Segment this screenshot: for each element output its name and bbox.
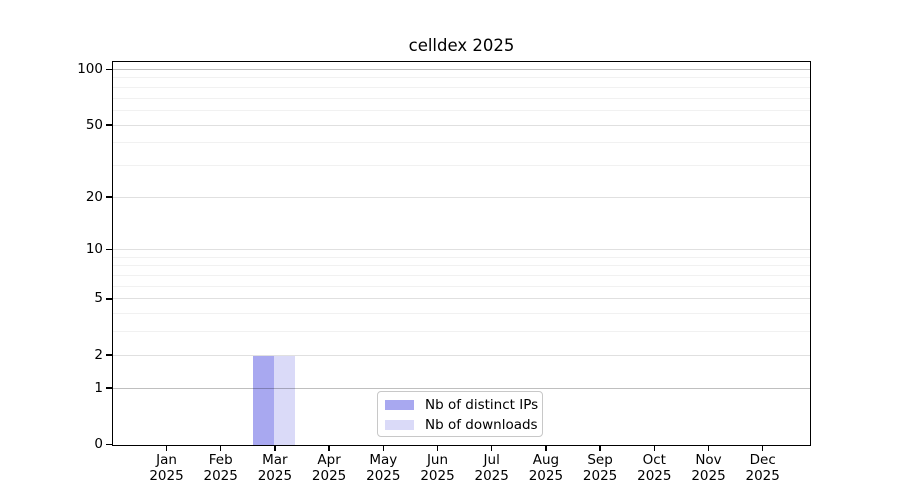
y-axis-tick bbox=[106, 298, 112, 300]
x-axis-label: Feb 2025 bbox=[191, 452, 251, 484]
x-axis-label: Apr 2025 bbox=[299, 452, 359, 484]
gridline-minor bbox=[113, 142, 810, 144]
gridline-minor bbox=[113, 109, 810, 111]
gridline-major bbox=[113, 124, 810, 126]
legend-item-downloads: Nb of downloads bbox=[385, 415, 542, 435]
gridline-minor bbox=[113, 86, 810, 88]
plot-area: Nb of distinct IPs Nb of downloads bbox=[112, 61, 811, 446]
x-axis-year: 2025 bbox=[528, 468, 564, 484]
y-axis-tick bbox=[106, 354, 112, 356]
legend-swatch-distinct-ips bbox=[385, 400, 414, 410]
x-axis-year: 2025 bbox=[474, 468, 509, 484]
y-axis-tick bbox=[106, 387, 112, 389]
x-axis-year: 2025 bbox=[582, 468, 618, 484]
legend-item-distinct-ips: Nb of distinct IPs bbox=[385, 395, 542, 415]
x-axis-tick bbox=[328, 446, 330, 451]
x-axis-year: 2025 bbox=[149, 468, 184, 484]
x-axis-label: Mar 2025 bbox=[245, 452, 305, 484]
y-axis-label: 0 bbox=[94, 436, 103, 452]
x-axis-month: Jun bbox=[426, 452, 449, 468]
bar-mar-downloads bbox=[273, 355, 295, 445]
x-axis-tick bbox=[599, 446, 601, 451]
y-axis-tick bbox=[106, 68, 112, 71]
gridline-minor bbox=[113, 97, 810, 99]
gridline-minor bbox=[113, 275, 810, 277]
y-axis-label: 50 bbox=[85, 116, 103, 133]
x-axis-month: Mar bbox=[262, 452, 288, 468]
x-axis-month: Apr bbox=[317, 452, 341, 468]
x-axis-month: Dec bbox=[749, 452, 776, 468]
x-axis-tick bbox=[653, 446, 656, 451]
gridline-minor bbox=[113, 265, 810, 267]
x-axis-label: Oct 2025 bbox=[624, 452, 684, 484]
y-axis-label: 5 bbox=[94, 290, 103, 307]
x-axis-month: Oct bbox=[642, 452, 666, 468]
legend-label-distinct-ips: Nb of distinct IPs bbox=[425, 397, 539, 413]
y-axis-label: 1 bbox=[94, 379, 103, 396]
x-axis-label: Nov 2025 bbox=[679, 452, 739, 484]
x-axis-year: 2025 bbox=[257, 468, 293, 484]
gridline-minor bbox=[113, 313, 810, 315]
x-axis-month: Nov bbox=[695, 452, 722, 468]
gridline-major bbox=[113, 196, 810, 198]
x-axis-year: 2025 bbox=[366, 468, 401, 484]
y-axis-label: 20 bbox=[85, 188, 103, 205]
x-axis-year: 2025 bbox=[203, 468, 238, 484]
gridline-minor bbox=[113, 285, 810, 287]
x-axis-tick bbox=[382, 446, 385, 451]
x-axis-label: Dec 2025 bbox=[733, 452, 793, 484]
gridline-major bbox=[113, 69, 810, 70]
y-axis-tick bbox=[106, 196, 112, 198]
x-axis-label: Jun 2025 bbox=[408, 452, 468, 484]
x-axis-tick bbox=[761, 446, 764, 451]
y-axis-tick bbox=[106, 124, 112, 126]
x-axis-year: 2025 bbox=[745, 468, 780, 484]
x-axis-month: Jan bbox=[156, 452, 177, 468]
legend-label-downloads: Nb of downloads bbox=[425, 417, 538, 433]
legend-swatch-downloads bbox=[385, 420, 414, 430]
legend: Nb of distinct IPs Nb of downloads bbox=[377, 391, 543, 437]
gridline-major bbox=[113, 298, 810, 300]
x-axis-tick bbox=[219, 446, 222, 451]
x-axis-month: Jul bbox=[483, 452, 500, 468]
x-axis-month: Feb bbox=[208, 452, 233, 468]
bar-mar-distinct-ips bbox=[252, 355, 274, 445]
x-axis-month: Sep bbox=[587, 452, 613, 468]
x-axis-year: 2025 bbox=[311, 468, 347, 484]
y-axis-tick bbox=[106, 443, 112, 446]
x-axis-label: Aug 2025 bbox=[516, 452, 576, 484]
gridline-minor bbox=[113, 331, 810, 333]
x-axis-year: 2025 bbox=[691, 468, 726, 484]
x-axis-year: 2025 bbox=[637, 468, 672, 484]
gridline-major bbox=[113, 387, 810, 389]
x-axis-tick bbox=[490, 446, 493, 451]
x-axis-year: 2025 bbox=[420, 468, 455, 484]
x-axis-tick bbox=[274, 446, 276, 451]
y-axis-label: 2 bbox=[94, 346, 103, 363]
y-axis-tick bbox=[106, 248, 112, 251]
x-axis-month: Aug bbox=[532, 452, 560, 468]
gridline-minor bbox=[113, 164, 810, 166]
x-axis-label: Jul 2025 bbox=[462, 452, 522, 484]
gridline-major bbox=[113, 249, 810, 251]
x-axis-label: Sep 2025 bbox=[570, 452, 630, 484]
gridline-minor bbox=[113, 77, 810, 79]
gridline-minor bbox=[113, 256, 810, 258]
y-axis-label: 10 bbox=[85, 241, 103, 258]
chart-title: celldex 2025 bbox=[408, 36, 515, 55]
x-axis-tick bbox=[436, 446, 439, 451]
x-axis-tick bbox=[165, 446, 168, 451]
x-axis-label: Jan 2025 bbox=[137, 452, 197, 484]
x-axis-tick bbox=[545, 446, 547, 451]
x-axis-tick bbox=[707, 446, 710, 451]
x-axis-month: May bbox=[369, 452, 398, 468]
x-axis-label: May 2025 bbox=[353, 452, 413, 484]
y-axis-label: 100 bbox=[77, 61, 103, 77]
gridline-major bbox=[113, 354, 810, 356]
